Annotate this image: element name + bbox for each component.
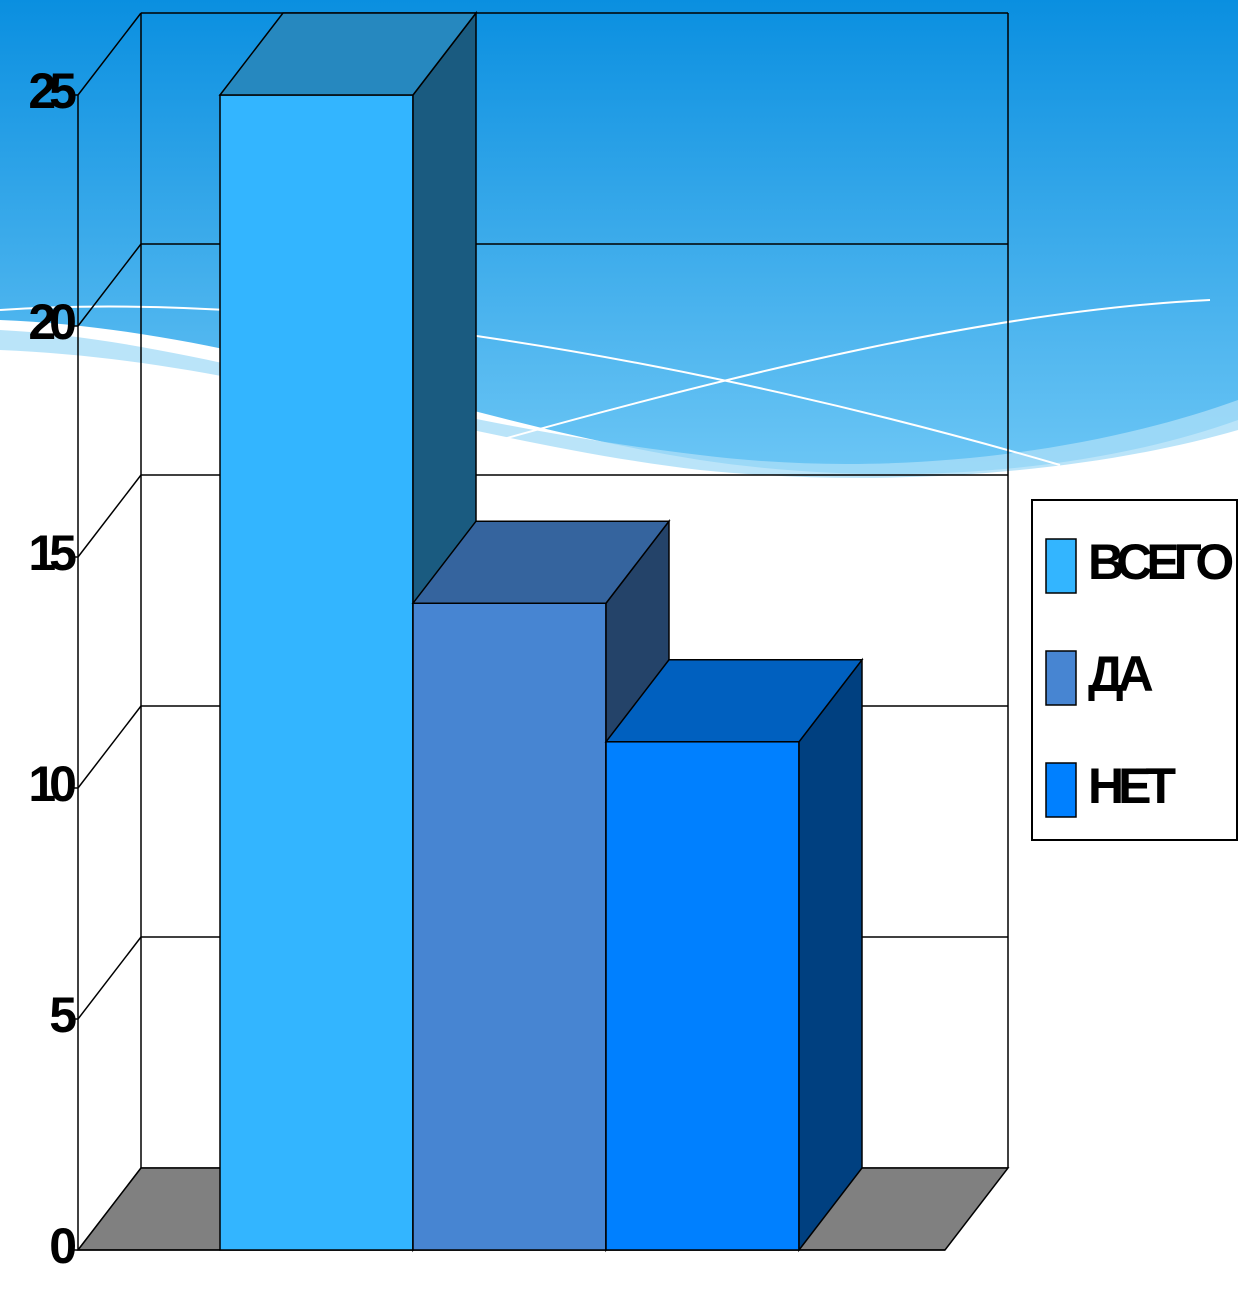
grid-line	[77, 12, 142, 96]
y-tick-label: 10	[28, 756, 75, 812]
legend-swatch	[1045, 650, 1077, 706]
legend-label: ВСЕГО	[1088, 534, 1232, 590]
bar-front	[412, 602, 607, 1251]
y-tick-label: 20	[28, 294, 75, 350]
legend-label: НЕТ	[1088, 758, 1175, 814]
grid-line	[77, 474, 142, 558]
grid-line	[77, 936, 142, 1020]
y-tick-label: 0	[49, 1218, 75, 1274]
bar-top	[411, 520, 671, 604]
bar-top	[218, 12, 478, 96]
legend: ВСЕГО ДА НЕТ	[1031, 499, 1238, 841]
legend-swatch	[1045, 762, 1077, 818]
y-tick-label: 5	[49, 987, 76, 1043]
bar-front	[605, 741, 800, 1251]
bar-front	[219, 94, 414, 1251]
bar-side	[798, 657, 863, 1253]
plot-area: 0 5 10 15 20 25	[28, 10, 1010, 1274]
legend-label: ДА	[1088, 646, 1153, 702]
legend-swatch	[1045, 538, 1077, 594]
grid-line	[77, 705, 142, 789]
bar-top	[604, 659, 864, 743]
grid-line	[77, 243, 142, 327]
background	[0, 0, 1238, 478]
y-tick-label: 25	[28, 63, 76, 119]
y-tick-label: 15	[28, 525, 76, 581]
